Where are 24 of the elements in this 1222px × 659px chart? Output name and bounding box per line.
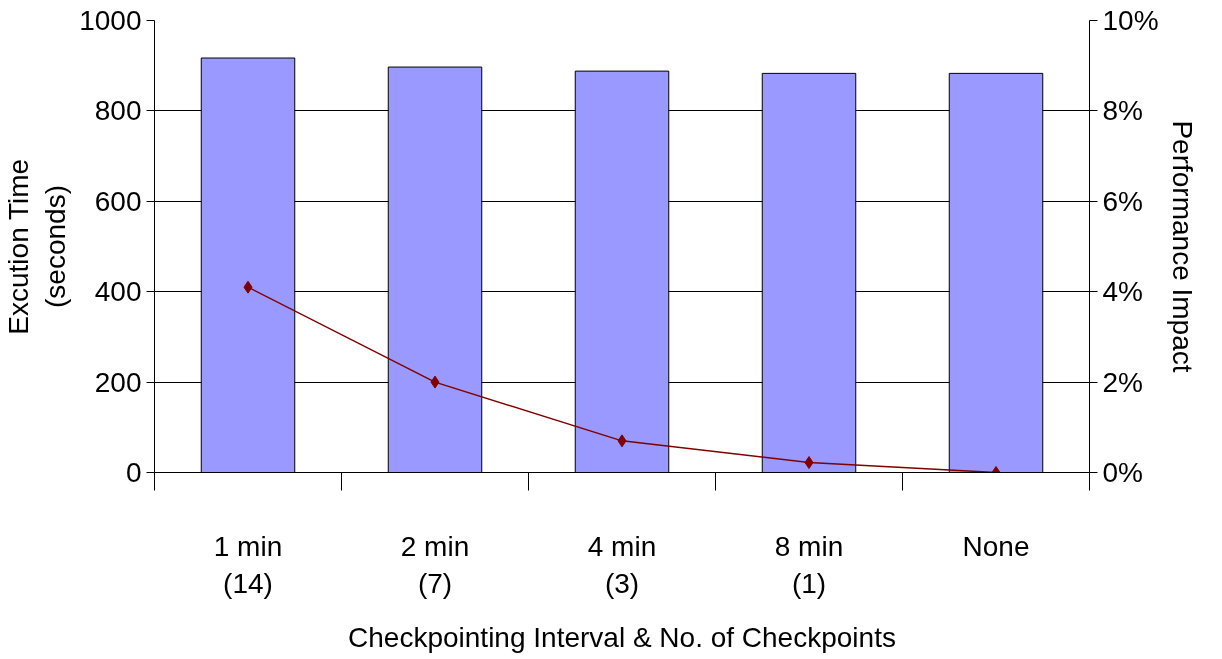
y-tick-label: 1000 xyxy=(79,5,142,36)
x-tick-label: None xyxy=(962,530,1030,562)
y2-tick-label: 10% xyxy=(1102,5,1159,36)
x-tick-label: 8 min (1) xyxy=(774,530,844,599)
y2-tick-label: 2% xyxy=(1102,366,1143,398)
y2-tick-label: 0% xyxy=(1102,457,1143,488)
y-axis-title: Excution Time (seconds) xyxy=(3,158,72,335)
point xyxy=(430,375,440,389)
y-tick-label: 0 xyxy=(125,457,142,488)
y2-axis-title: Performance Impact xyxy=(1166,120,1198,373)
y2-tick-label: 8% xyxy=(1102,95,1143,127)
x-axis-title: Checkpointing Interval & No. of Checkpoints xyxy=(348,621,896,653)
point xyxy=(617,434,627,448)
y2-tick-label: 6% xyxy=(1102,185,1143,217)
x-tick-label: 1 min (14) xyxy=(213,530,283,599)
y2-tick-label: 4% xyxy=(1102,276,1143,308)
point xyxy=(243,280,253,294)
y-tick-label: 600 xyxy=(94,185,142,217)
y-tick-label: 800 xyxy=(94,95,142,127)
x-tick-label: 4 min (3) xyxy=(587,530,657,599)
x-tick-label: 2 min (7) xyxy=(400,530,470,599)
y-tick-label: 200 xyxy=(94,366,142,398)
point xyxy=(804,456,814,470)
y-tick-label: 400 xyxy=(94,276,142,308)
